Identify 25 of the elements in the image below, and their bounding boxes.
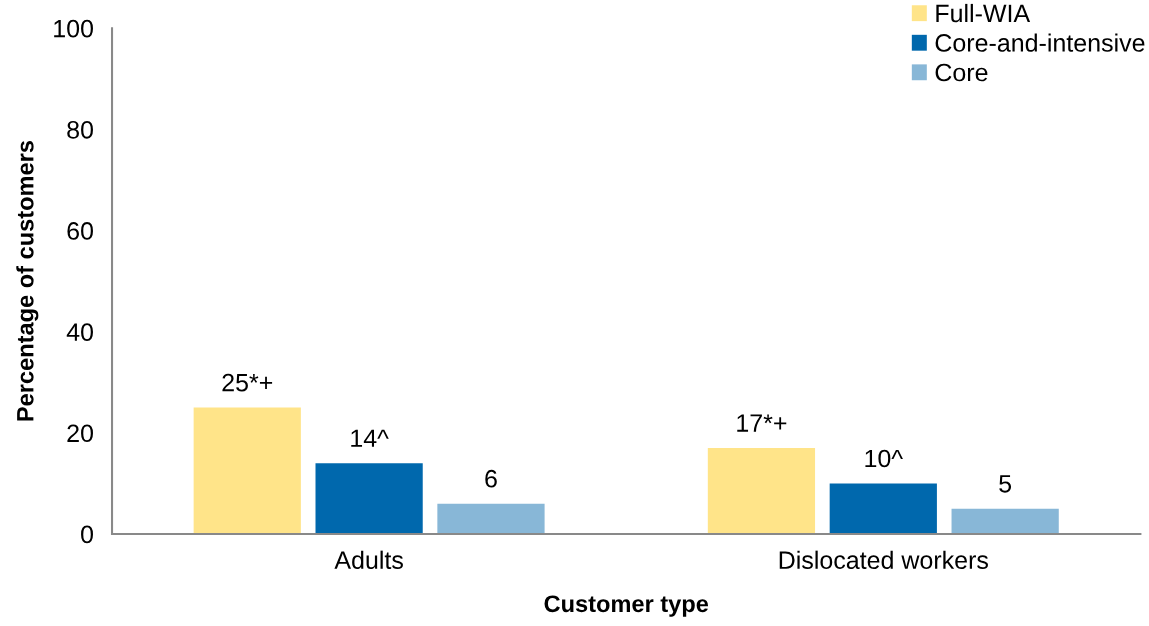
y-tick-label: 0 [81,525,93,544]
y-tick-label: 100 [54,19,93,38]
x-axis-title: Customer type [544,595,709,617]
legend-label: Core-and-intensive [935,33,1145,52]
bar [193,407,301,534]
y-tick-label: 60 [67,222,93,240]
bar [829,483,937,534]
data-label: 5 [999,475,1012,493]
legend-label: Full-WIA [936,3,1031,23]
data-label: 14^ [351,429,389,447]
y-tick-label: 80 [67,120,93,139]
y-tick-label: 40 [66,323,93,341]
bar [707,447,816,534]
y-tick-label: 20 [67,424,93,443]
data-label: 17*+ [737,414,787,432]
bar [437,503,545,534]
bar [315,463,423,534]
data-label: 6 [485,469,497,488]
legend-label: Core [935,63,988,82]
data-label: 25*+ [222,373,273,392]
data-label: 10^ [865,449,903,468]
x-tick-label: Dislocated workers [779,550,988,570]
x-tick-label: Adults [334,550,403,570]
bar [951,508,1059,534]
y-axis-title: Percentage of customers [16,140,39,421]
